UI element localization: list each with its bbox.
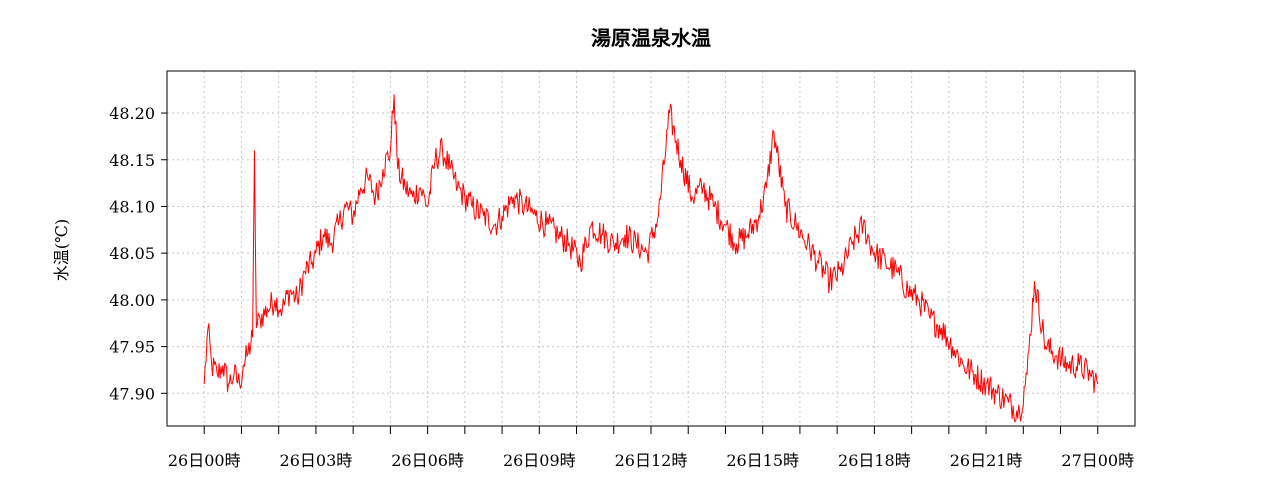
x-tick-label: 26日15時 — [726, 451, 799, 470]
y-tick-label: 48.00 — [109, 291, 155, 310]
y-tick-label: 48.20 — [109, 104, 155, 123]
y-tick-label: 47.95 — [109, 338, 155, 357]
x-tick-label: 26日03時 — [280, 451, 353, 470]
x-tick-label: 26日21時 — [950, 451, 1023, 470]
chart-title: 湯原温泉水温 — [591, 26, 711, 50]
y-tick-label: 48.10 — [109, 197, 155, 216]
series-layer — [203, 94, 1099, 424]
series-line — [203, 94, 1099, 424]
y-tick-label: 47.90 — [109, 384, 155, 403]
y-tick-label: 48.15 — [109, 151, 155, 170]
x-tick-label: 27日00時 — [1061, 451, 1134, 470]
x-tick-label: 26日09時 — [503, 451, 576, 470]
grid-lines — [167, 71, 1135, 426]
y-axis-label: 水温(℃) — [52, 219, 71, 281]
plot-frame — [166, 70, 1136, 427]
y-tick-label: 48.05 — [109, 244, 155, 263]
x-tick-label: 26日06時 — [391, 451, 464, 470]
x-tick-label: 26日12時 — [615, 451, 688, 470]
x-tick-label: 26日18時 — [838, 451, 911, 470]
axes: 47.90 47.95 48.00 48.05 48.10 48.15 48.20 26日00… — [109, 104, 1134, 470]
x-tick-label: 26日00時 — [168, 451, 241, 470]
